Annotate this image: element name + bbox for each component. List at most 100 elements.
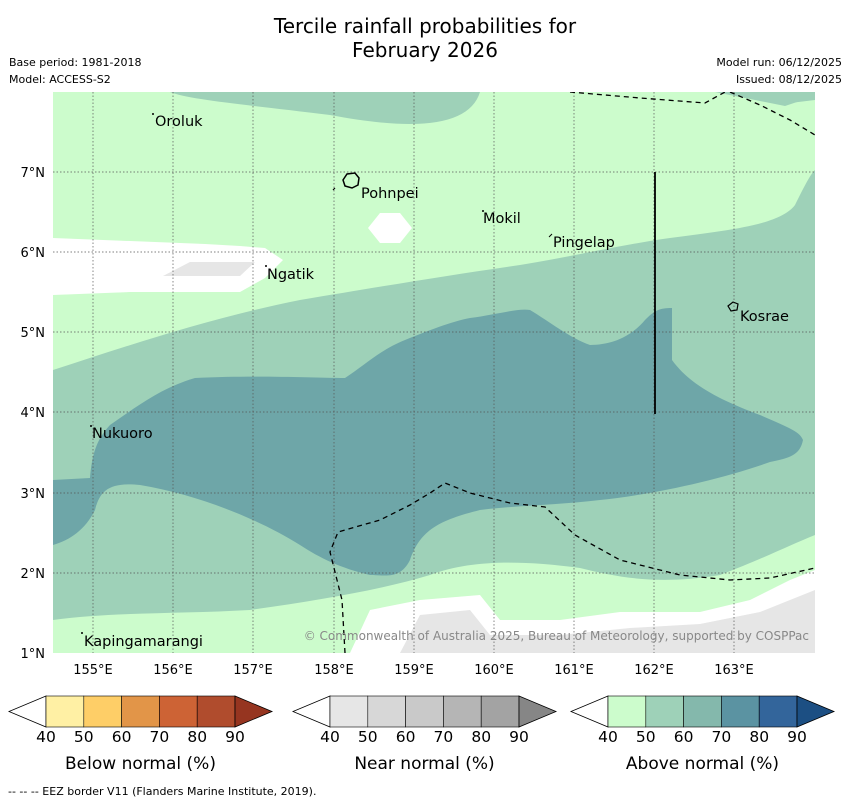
colorbar-tick-label: 40 xyxy=(320,728,340,746)
kapingamarangi-dot xyxy=(81,632,83,634)
lat-label: 5°N xyxy=(21,326,46,341)
nukuoro-dot xyxy=(90,425,92,427)
colorbar-tick-label: 90 xyxy=(787,728,807,746)
colorbar-segment xyxy=(159,695,198,728)
pohnpei-islet xyxy=(332,187,336,191)
colorbar-segment xyxy=(329,695,369,728)
map-area: Oroluk Pohnpei Mokil Pingelap Ngatik Kos… xyxy=(53,92,815,653)
lon-label: 158°E xyxy=(314,663,354,678)
lon-label: 157°E xyxy=(233,663,273,678)
colorbar-segment xyxy=(758,695,798,728)
lon-label: 163°E xyxy=(714,663,754,678)
below-normal-label: Below normal (%) xyxy=(65,754,216,774)
lat-label: 7°N xyxy=(21,166,46,181)
lat-label: 4°N xyxy=(21,406,46,421)
colorbar-tick-label: 90 xyxy=(225,728,245,746)
lat-label: 6°N xyxy=(21,246,46,261)
colorbar-tick-label: 40 xyxy=(598,728,618,746)
colorbar-over-triangle xyxy=(796,695,836,728)
model-run: Model run: 06/12/2025 xyxy=(716,56,842,69)
label-oroluk: Oroluk xyxy=(155,114,203,130)
copyright-notice: © Commonwealth of Australia 2025, Bureau… xyxy=(304,629,809,643)
place-labels: Oroluk Pohnpei Mokil Pingelap Ngatik Kos… xyxy=(84,114,789,650)
colorbar-tick-label: 80 xyxy=(749,728,769,746)
colorbar-segment xyxy=(683,695,722,728)
label-ngatik: Ngatik xyxy=(267,267,315,283)
colorbar-tick-label: 60 xyxy=(396,728,416,746)
above-60-region xyxy=(53,308,803,576)
colorbar-over-triangle xyxy=(234,695,274,728)
lon-label: 159°E xyxy=(394,663,434,678)
above-normal-colorbar: 40 50 60 70 80 90 Above normal (%) xyxy=(569,695,836,774)
label-pingelap: Pingelap xyxy=(553,235,615,251)
above-50-region-ne xyxy=(715,92,815,106)
title-line-2: February 2026 xyxy=(352,38,498,62)
kosrae-island xyxy=(727,301,739,312)
colorbar-tick-label: 70 xyxy=(434,728,454,746)
colorbar-segment xyxy=(721,695,760,728)
colorbar-segment xyxy=(480,695,520,728)
lon-label: 162°E xyxy=(634,663,674,678)
pingelap-mark xyxy=(548,233,553,238)
lon-label: 155°E xyxy=(73,663,113,678)
colorbar-tick-label: 50 xyxy=(74,728,94,746)
colorbar-tick-label: 50 xyxy=(358,728,378,746)
colorbar-segment xyxy=(443,695,482,728)
lat-label: 2°N xyxy=(21,567,46,582)
near-normal-label: Near normal (%) xyxy=(354,754,494,774)
meta-left: Base period: 1981-2018 Model: ACCESS-S2 xyxy=(9,54,141,88)
label-pohnpei: Pohnpei xyxy=(361,186,419,202)
colorbar-under-triangle xyxy=(569,695,609,728)
graticule xyxy=(53,92,815,653)
colorbar-segment xyxy=(367,695,406,728)
label-nukuoro: Nukuoro xyxy=(92,426,153,442)
colorbar-tick-label: 60 xyxy=(674,728,694,746)
colorbar-tick-label: 90 xyxy=(509,728,529,746)
base-period: Base period: 1981-2018 xyxy=(9,56,142,69)
model-name: Model: ACCESS-S2 xyxy=(9,73,111,86)
meta-right: Model run: 06/12/2025 Issued: 08/12/2025 xyxy=(716,54,842,88)
lat-axis: 7°N 6°N 5°N 4°N 3°N 2°N 1°N xyxy=(21,166,46,662)
colorbar-segment xyxy=(645,695,684,728)
colorbar-under-triangle xyxy=(291,695,331,728)
label-kosrae: Kosrae xyxy=(740,309,789,325)
map-title: Tercile rainfall probabilities for Febru… xyxy=(0,14,850,62)
colorbar-segment xyxy=(196,695,236,728)
colorbar-tick-label: 70 xyxy=(150,728,170,746)
no-data-pohnpei xyxy=(368,213,412,243)
issued-date: Issued: 08/12/2025 xyxy=(735,73,842,86)
colorbar-segment xyxy=(83,695,122,728)
oroluk-dot xyxy=(152,113,154,115)
lon-label: 160°E xyxy=(474,663,514,678)
colorbar-tick-label: 70 xyxy=(712,728,732,746)
label-mokil: Mokil xyxy=(483,211,521,227)
colorbar-tick-label: 80 xyxy=(187,728,207,746)
colorbar-segment xyxy=(121,695,160,728)
colorbars: 40 50 60 70 80 90 Below normal (%) 40 50 60 70 80 90… xyxy=(7,695,836,774)
lon-label: 156°E xyxy=(153,663,193,678)
label-kapingamarangi: Kapingamarangi xyxy=(84,634,203,650)
above-50-region-north xyxy=(170,92,480,124)
colorbar-under-triangle xyxy=(7,695,47,728)
below-normal-colorbar: 40 50 60 70 80 90 Below normal (%) xyxy=(7,695,274,774)
colorbar-tick-label: 80 xyxy=(471,728,491,746)
lon-axis: 155°E 156°E 157°E 158°E 159°E 160°E 161°… xyxy=(73,663,754,678)
colorbar-segment xyxy=(607,695,647,728)
eez-border xyxy=(329,92,815,653)
colorbar-segment xyxy=(45,695,85,728)
near-normal-patch-ngatik xyxy=(163,262,255,276)
lat-label: 1°N xyxy=(21,647,46,662)
above-normal-label: Above normal (%) xyxy=(626,754,779,774)
ngatik-dot xyxy=(265,265,267,267)
lon-label: 161°E xyxy=(554,663,594,678)
eez-footnote: -- -- -- EEZ border V11 (Flanders Marine… xyxy=(8,785,317,798)
colorbar-over-triangle xyxy=(518,695,558,728)
near-normal-patch-south xyxy=(400,590,815,653)
colorbar-tick-label: 50 xyxy=(636,728,656,746)
mokil-dot xyxy=(482,210,484,212)
near-normal-colorbar: 40 50 60 70 80 90 Near normal (%) xyxy=(291,695,558,774)
colorbar-tick-label: 40 xyxy=(36,728,56,746)
colorbar-segment xyxy=(405,695,444,728)
colorbar-tick-label: 60 xyxy=(112,728,132,746)
